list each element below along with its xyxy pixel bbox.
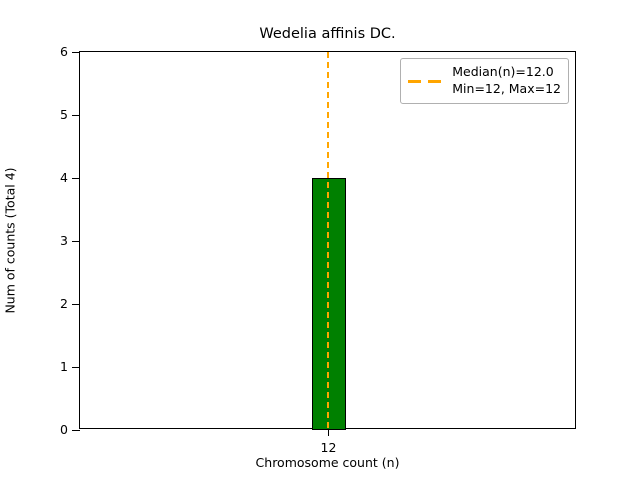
y-axis-tick-mark	[72, 115, 80, 117]
legend-text: Median(n)=12.0 Min=12, Max=12	[452, 64, 561, 98]
chart-title: Wedelia affinis DC.	[259, 26, 396, 42]
y-axis-tick-mark	[72, 304, 80, 306]
median-line	[327, 52, 330, 428]
y-axis-tick-mark	[72, 430, 80, 432]
y-axis-tick-label: 0	[60, 422, 68, 437]
y-axis-tick-label: 2	[60, 296, 68, 311]
y-axis-tick-mark	[72, 178, 80, 180]
y-axis-tick-mark	[72, 52, 80, 54]
y-axis-tick-label: 6	[60, 44, 68, 59]
y-axis-tick-label: 5	[60, 107, 68, 122]
y-axis-tick-label: 1	[60, 359, 68, 374]
x-axis-tick-label: 12	[320, 440, 337, 455]
y-axis-tick-label: 3	[60, 233, 68, 248]
chart-legend: Median(n)=12.0 Min=12, Max=12	[400, 58, 569, 104]
y-axis-tick-mark	[72, 241, 80, 243]
x-axis-tick-mark	[328, 428, 330, 436]
legend-entry-line-1: Median(n)=12.0	[452, 64, 554, 79]
y-axis-tick-label: 4	[60, 170, 68, 185]
y-axis-tick-mark	[72, 367, 80, 369]
legend-entry-line-2: Min=12, Max=12	[452, 80, 561, 96]
y-axis-label: Num of counts (Total 4)	[0, 51, 20, 429]
y-axis-label-text: Num of counts (Total 4)	[2, 166, 18, 314]
x-axis-label: Chromosome count (n)	[255, 455, 400, 470]
legend-dashed-line-icon	[407, 74, 445, 88]
